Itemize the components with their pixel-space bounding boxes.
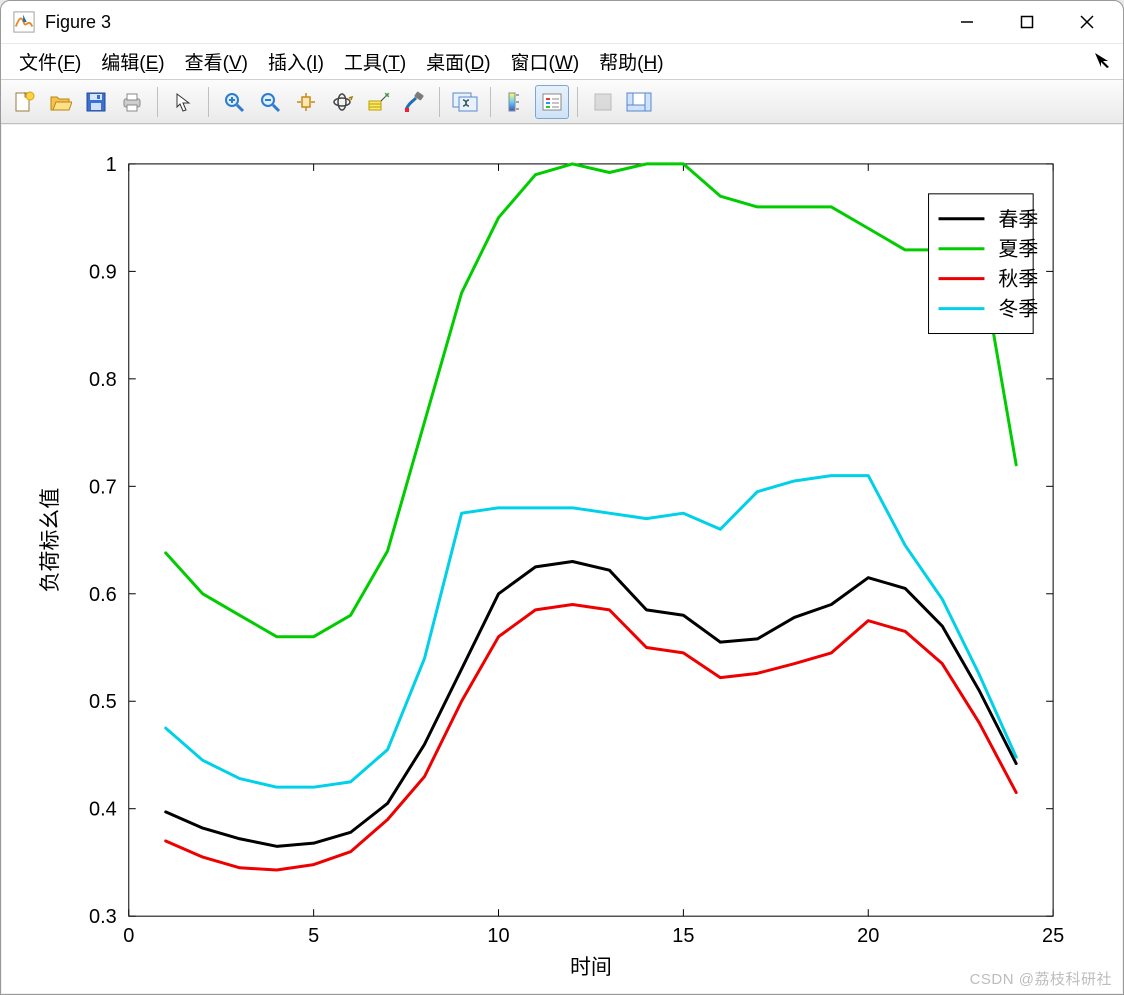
toolbar-separator (157, 87, 158, 117)
toolbar-separator (439, 87, 440, 117)
window-title: Figure 3 (45, 12, 111, 33)
axes[interactable]: 0 5 10 15 20 25 0.3 0.4 0.5 0.6 0.7 0.8 0.9 1 时间 负荷标幺值 春… (2, 125, 1122, 993)
svg-text:1: 1 (106, 154, 117, 176)
menu-f[interactable]: 文件(F) (9, 46, 91, 77)
pointer-icon[interactable] (166, 85, 200, 119)
toolbar-separator (577, 87, 578, 117)
title-bar[interactable]: Figure 3 (1, 1, 1123, 43)
colorbar-icon[interactable] (499, 85, 533, 119)
menu-e[interactable]: 编辑(E) (91, 46, 174, 77)
legend-icon[interactable] (535, 85, 569, 119)
svg-text:20: 20 (857, 925, 879, 947)
svg-text:0.8: 0.8 (89, 369, 117, 391)
close-button[interactable] (1057, 1, 1117, 43)
menu-d[interactable]: 桌面(D) (416, 46, 500, 77)
hide-plot-tools-icon[interactable] (586, 85, 620, 119)
svg-text:时间: 时间 (570, 956, 612, 979)
svg-text:15: 15 (672, 925, 694, 947)
svg-text:0.5: 0.5 (89, 691, 117, 713)
figure-window: Figure 3 文件(F)编辑(E)查看(V)插入(I)工具(T)桌面(D)窗… (0, 0, 1124, 995)
pan-icon[interactable] (289, 85, 323, 119)
toolbar-separator (490, 87, 491, 117)
menu-w[interactable]: 窗口(W) (501, 46, 590, 77)
rotate3d-icon[interactable] (325, 85, 359, 119)
zoom-in-icon[interactable] (217, 85, 251, 119)
svg-text:0.9: 0.9 (89, 261, 117, 283)
toolbar-separator (208, 87, 209, 117)
legend[interactable]: 春季夏季秋季冬季 (929, 194, 1039, 334)
minimize-button[interactable] (937, 1, 997, 43)
svg-text:5: 5 (308, 925, 319, 947)
dock-arrow-icon[interactable] (1093, 51, 1115, 73)
zoom-out-icon[interactable] (253, 85, 287, 119)
matlab-app-icon (13, 11, 35, 33)
svg-text:10: 10 (487, 925, 509, 947)
brush-icon[interactable] (397, 85, 431, 119)
svg-text:0.6: 0.6 (89, 584, 117, 606)
menu-t[interactable]: 工具(T) (334, 46, 416, 77)
svg-text:春季: 春季 (998, 208, 1038, 231)
print-icon[interactable] (115, 85, 149, 119)
menu-h[interactable]: 帮助(H) (589, 46, 673, 77)
svg-text:0.4: 0.4 (89, 799, 117, 821)
open-file-icon[interactable] (43, 85, 77, 119)
menu-i[interactable]: 插入(I) (258, 46, 334, 77)
show-plot-tools-icon[interactable] (622, 85, 656, 119)
watermark-text: CSDN @荔枝科研社 (970, 968, 1112, 989)
maximize-button[interactable] (997, 1, 1057, 43)
data-cursor-icon[interactable] (361, 85, 395, 119)
svg-text:0.7: 0.7 (89, 476, 117, 498)
svg-text:0.3: 0.3 (89, 906, 117, 928)
link-axes-icon[interactable] (448, 85, 482, 119)
new-file-icon[interactable] (7, 85, 41, 119)
svg-text:负荷标幺值: 负荷标幺值 (39, 488, 62, 593)
svg-text:0: 0 (123, 925, 134, 947)
figure-canvas[interactable]: 0 5 10 15 20 25 0.3 0.4 0.5 0.6 0.7 0.8 0.9 1 时间 负荷标幺值 春… (2, 125, 1122, 993)
svg-text:秋季: 秋季 (998, 268, 1038, 291)
save-icon[interactable] (79, 85, 113, 119)
svg-text:夏季: 夏季 (998, 238, 1038, 261)
svg-text:冬季: 冬季 (998, 298, 1038, 321)
menu-v[interactable]: 查看(V) (175, 46, 258, 77)
toolbar (1, 79, 1123, 124)
svg-text:25: 25 (1042, 925, 1064, 947)
menu-bar: 文件(F)编辑(E)查看(V)插入(I)工具(T)桌面(D)窗口(W)帮助(H) (1, 43, 1123, 79)
